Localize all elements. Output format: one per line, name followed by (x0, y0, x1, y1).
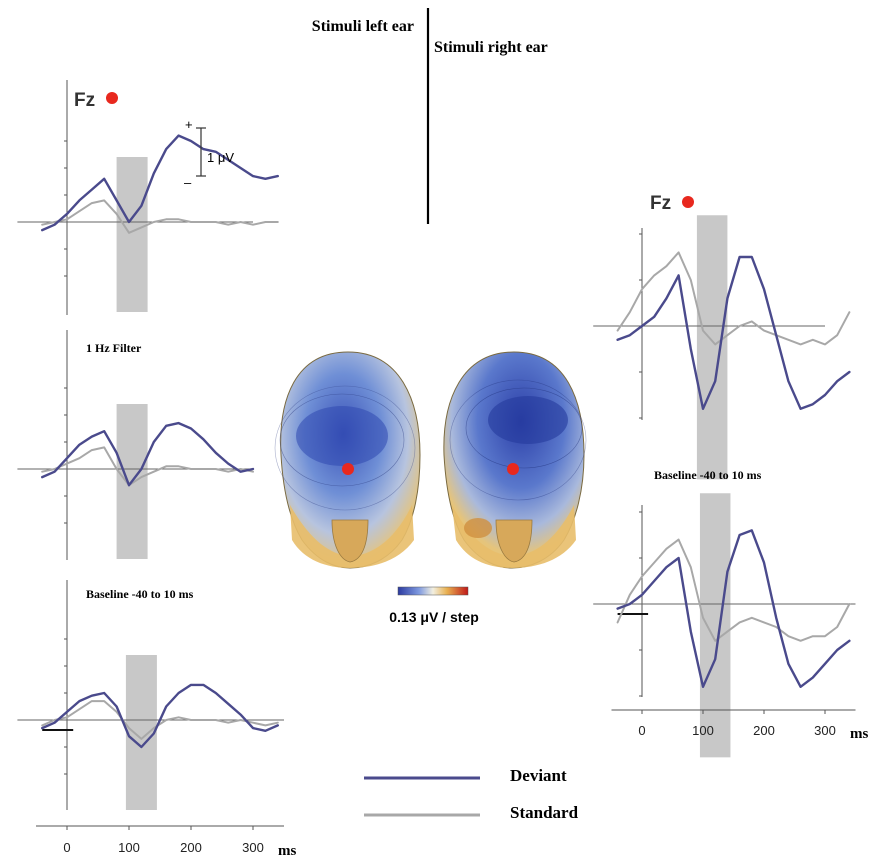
right-ear-title: Stimuli right ear (434, 39, 548, 56)
series-line-standard (616, 251, 851, 346)
x-tick-label: 100 (118, 840, 140, 855)
x-axis-unit: ms (850, 726, 868, 742)
series-line-standard (616, 538, 851, 642)
series-line-deviant (41, 683, 279, 749)
x-axis-unit: ms (278, 843, 296, 858)
x-tick-label: 300 (814, 723, 836, 738)
x-tick-label: 200 (753, 723, 775, 738)
series-line-deviant (616, 255, 851, 410)
annotation-right-bottom: Baseline -40 to 10 ms (654, 468, 762, 482)
scale-label: 1 μV (207, 150, 234, 165)
erp-panel-left-top (17, 80, 279, 315)
x-tick-label: 0 (63, 840, 70, 855)
electrode-label-right: Fz (650, 193, 671, 214)
x-tick-label: 300 (242, 840, 264, 855)
series-line-deviant (41, 134, 279, 232)
mmn-window-shade (116, 157, 148, 312)
x-tick-label: 100 (692, 723, 714, 738)
topomap-left-ear (274, 351, 421, 569)
legend-label-standard: Standard (510, 803, 579, 822)
annotation-left-middle: 1 Hz Filter (86, 341, 142, 355)
mmn-window-shade (696, 215, 728, 480)
topomap-left-electrode (342, 463, 354, 475)
series-line-deviant (41, 421, 255, 487)
erp-panel-left-bottom: 0 100 200 300 ms (17, 580, 296, 858)
electrode-dot-left (106, 92, 118, 104)
erp-panel-right-top (593, 215, 851, 480)
topomap-colorbar (397, 586, 469, 596)
series-line-standard (41, 199, 279, 234)
left-ear-title: Stimuli left ear (312, 18, 414, 35)
erp-panel-left-middle (17, 330, 255, 560)
mmn-window-shade (125, 655, 157, 810)
erp-panel-right-bottom: 0 100 200 300 ms (593, 493, 868, 758)
annotation-left-bottom: Baseline -40 to 10 ms (86, 587, 194, 601)
series-line-standard (41, 700, 279, 740)
electrode-dot-right (682, 196, 694, 208)
electrode-label-left: Fz (74, 90, 95, 111)
legend-label-deviant: Deviant (510, 766, 567, 785)
mmn-window-shade (699, 493, 731, 758)
scale-plus: + (185, 117, 193, 132)
topomap-scale-label: 0.13 μV / step (389, 609, 479, 625)
x-tick-label: 0 (638, 723, 645, 738)
topomap-right-electrode (507, 463, 519, 475)
voltage-scale-bar: + – 1 μV (184, 117, 234, 190)
series-line-standard (41, 446, 254, 487)
x-tick-label: 200 (180, 840, 202, 855)
scale-minus: – (184, 175, 192, 190)
legend: Deviant Standard (364, 766, 579, 822)
topomap-right-ear (443, 351, 587, 569)
series-line-deviant (616, 529, 851, 688)
